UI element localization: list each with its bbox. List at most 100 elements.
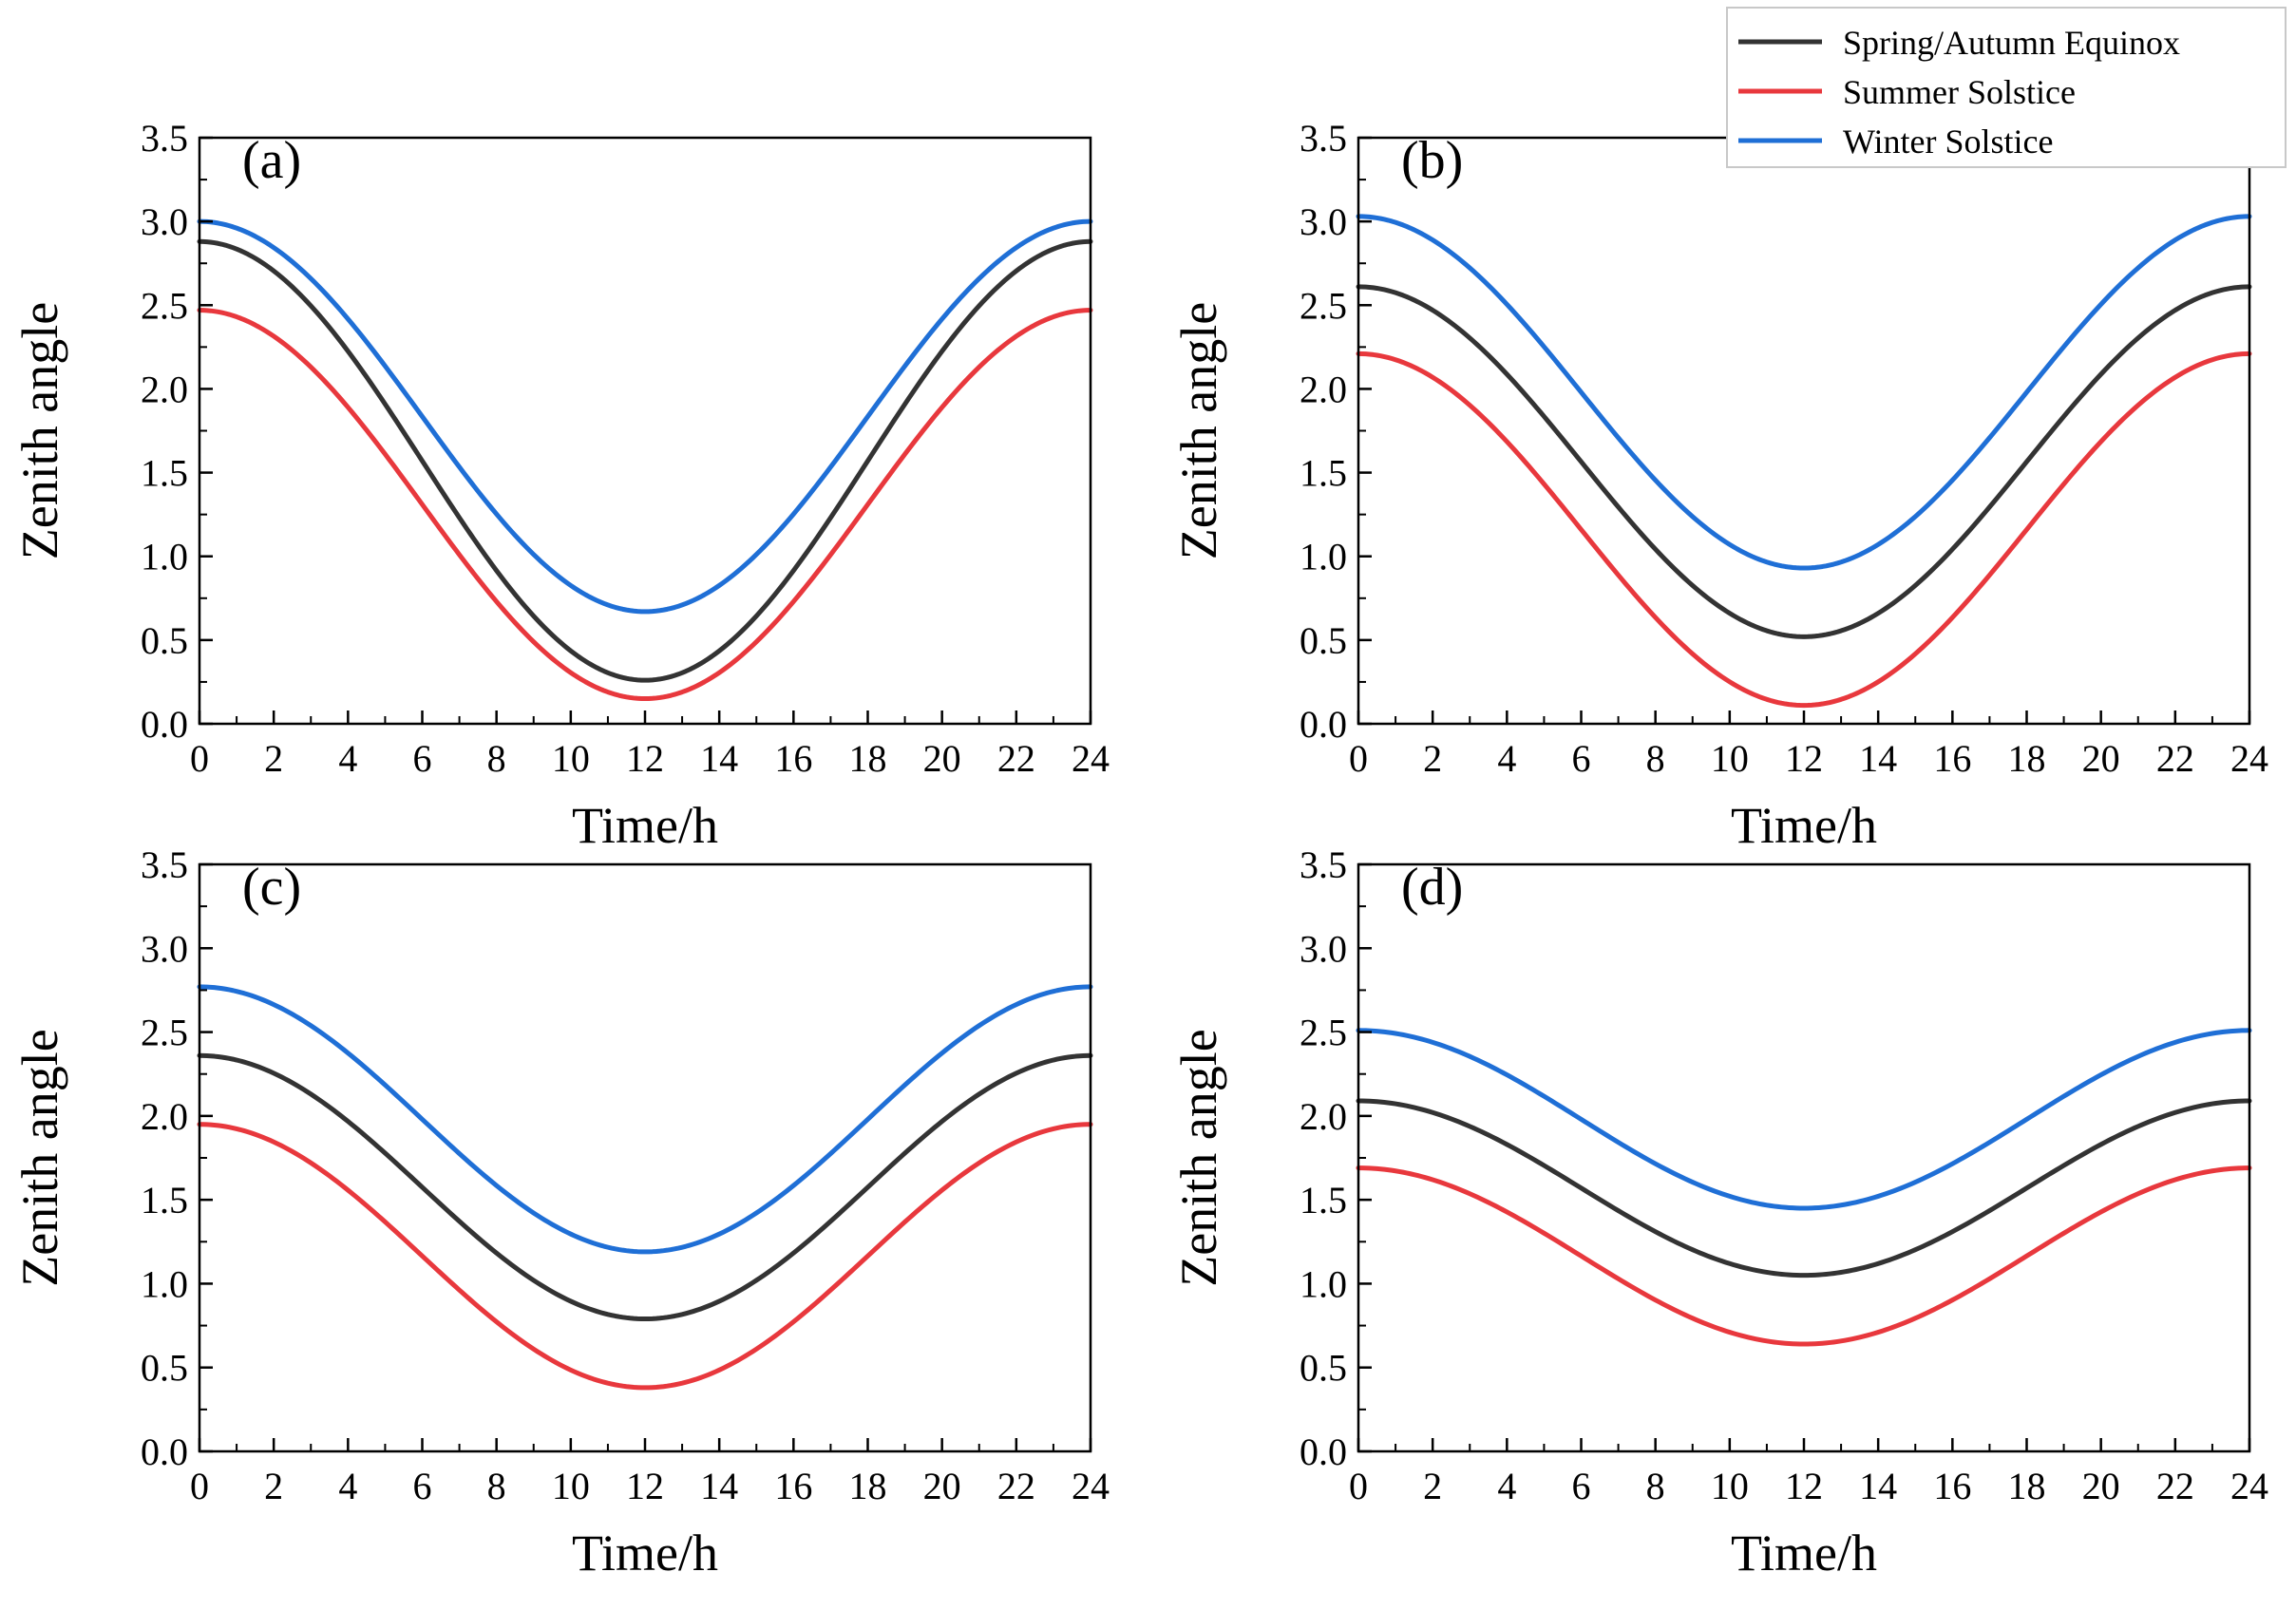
panel-b-line-winter (1356, 214, 2252, 571)
panel-b-label: (b) (1401, 131, 1463, 190)
panel-c-line-equinox (197, 1052, 1093, 1322)
panel-a-ytick-label: 2.0 (141, 368, 188, 410)
panel-b: 0 2 4 6 8 10 12 14 16 18 20 22 240.00.51.01.52.02.53… (1170, 117, 2268, 854)
panel-d-xtick-label: 20 (2082, 1465, 2120, 1507)
panel-c-xtick-label: 22 (997, 1465, 1035, 1507)
panel-a-xtick-label: 2 (264, 737, 283, 780)
panel-d-line-summer (1356, 1165, 2252, 1347)
panel-d-xtick-label: 12 (1785, 1465, 1823, 1507)
panel-c-ytick-label: 3.0 (141, 927, 188, 970)
panel-a-ytick-label: 3.0 (141, 200, 188, 243)
panel-b-ytick-label: 0.0 (1300, 703, 1347, 746)
panel-a-ytick-label: 1.5 (141, 452, 188, 495)
panel-d-ytick-label: 1.5 (1300, 1179, 1347, 1222)
legend-label-summer: Summer Solstice (1843, 73, 2076, 111)
panel-b-xtick-label: 20 (2082, 737, 2120, 780)
panel-b-ytick-label: 3.5 (1300, 117, 1347, 160)
panel-c-xtick-label: 4 (338, 1465, 357, 1507)
panel-c-line-winter (197, 984, 1093, 1255)
panel-b-xtick-label: 10 (1711, 737, 1749, 780)
panel-b-ytick-label: 3.0 (1300, 200, 1347, 243)
panel-c-ytick-label: 2.0 (141, 1095, 188, 1138)
panel-d-ytick-label: 2.5 (1300, 1012, 1347, 1054)
panel-d-ytick-label: 3.0 (1300, 927, 1347, 970)
panel-c-ytick-label: 0.0 (141, 1430, 188, 1473)
panel-a-xtick-label: 20 (923, 737, 961, 780)
panel-b-xtick-label: 4 (1497, 737, 1516, 780)
panel-d-xaxis-title: Time/h (1731, 1525, 1877, 1582)
panel-a-line-equinox (197, 238, 1093, 683)
panel-c-xtick-label: 10 (552, 1465, 590, 1507)
panel-b-xaxis-title: Time/h (1731, 797, 1877, 854)
panel-a-xtick-label: 8 (487, 737, 506, 780)
panel-a: 0 2 4 6 8 10 12 14 16 18 20 22 240.00.51.01.52.02.53… (11, 117, 1110, 854)
panel-d-xtick-label: 8 (1646, 1465, 1665, 1507)
panel-a-frame (198, 136, 1092, 726)
panel-b-ytick-label: 2.0 (1300, 368, 1347, 410)
panel-a-xtick-label: 4 (338, 737, 357, 780)
panel-a-ytick-label: 0.0 (141, 703, 188, 746)
panel-c-xaxis-title: Time/h (572, 1525, 718, 1582)
panel-a-xtick-label: 14 (700, 737, 738, 780)
panel-b-xtick-label: 0 (1349, 737, 1368, 780)
panel-a-xaxis-title: Time/h (572, 797, 718, 854)
panel-c-xtick-label: 8 (487, 1465, 506, 1507)
panel-d-xtick-label: 10 (1711, 1465, 1749, 1507)
panel-d-xtick-label: 14 (1859, 1465, 1897, 1507)
panel-a-xtick-label: 24 (1072, 737, 1110, 780)
panel-d-xtick-label: 18 (2008, 1465, 2046, 1507)
panel-d-line-winter (1356, 1028, 2252, 1211)
panel-c-ytick-label: 2.5 (141, 1012, 188, 1054)
panel-b-ytick-label: 0.5 (1300, 619, 1347, 662)
panel-c-xtick-label: 14 (700, 1465, 738, 1507)
panel-d: 0 2 4 6 8 10 12 14 16 18 20 22 240.00.51.01.52.02.53… (1170, 843, 2268, 1582)
panel-d-ytick-label: 3.5 (1300, 843, 1347, 886)
panel-a-xtick-label: 22 (997, 737, 1035, 780)
panel-a-line-summer (197, 308, 1093, 702)
panel-c-xtick-label: 12 (626, 1465, 664, 1507)
panel-b-yaxis-title: Zenith angle (1170, 302, 1227, 559)
panel-a-ytick-label: 0.5 (141, 619, 188, 662)
chart-panels: 0 2 4 6 8 10 12 14 16 18 20 22 240.00.51.01.52.02.53… (11, 117, 2268, 1582)
panel-a-xtick-label: 0 (190, 737, 209, 780)
panel-d-line-equinox (1356, 1098, 2252, 1279)
panel-b-xtick-label: 22 (2156, 737, 2194, 780)
panel-c: 0 2 4 6 8 10 12 14 16 18 20 22 240.00.51.01.52.02.53… (11, 843, 1110, 1582)
panel-b-xtick-label: 6 (1572, 737, 1591, 780)
panel-b-xtick-label: 2 (1423, 737, 1442, 780)
panel-d-ytick-label: 1.0 (1300, 1262, 1347, 1305)
panel-d-xtick-label: 24 (2230, 1465, 2268, 1507)
panel-b-xtick-label: 12 (1785, 737, 1823, 780)
panel-d-xtick-label: 22 (2156, 1465, 2194, 1507)
panel-a-xtick-label: 16 (774, 737, 812, 780)
panel-a-xtick-label: 6 (413, 737, 432, 780)
panel-c-xtick-label: 18 (849, 1465, 887, 1507)
panel-b-ytick-label: 1.0 (1300, 536, 1347, 578)
panel-d-ytick-label: 0.0 (1300, 1430, 1347, 1473)
panel-c-frame (198, 862, 1092, 1453)
panel-a-xtick-label: 12 (626, 737, 664, 780)
panel-d-xtick-label: 0 (1349, 1465, 1368, 1507)
panel-c-ytick-label: 1.5 (141, 1179, 188, 1222)
panel-b-ytick-label: 1.5 (1300, 452, 1347, 495)
panel-a-ytick-label: 1.0 (141, 536, 188, 578)
panel-b-xtick-label: 18 (2008, 737, 2046, 780)
panel-c-ytick-label: 1.0 (141, 1262, 188, 1305)
panel-c-line-summer (197, 1122, 1093, 1391)
panel-c-ytick-label: 0.5 (141, 1347, 188, 1390)
panel-a-label: (a) (242, 131, 301, 190)
panel-c-xtick-label: 20 (923, 1465, 961, 1507)
panel-c-xtick-label: 6 (413, 1465, 432, 1507)
panel-a-ytick-label: 2.5 (141, 284, 188, 327)
panel-c-ytick-label: 3.5 (141, 843, 188, 886)
panel-b-xtick-label: 16 (1933, 737, 1971, 780)
panel-c-label: (c) (242, 858, 301, 917)
panel-a-line-winter (197, 218, 1093, 615)
panel-b-xtick-label: 24 (2230, 737, 2268, 780)
panel-d-ytick-label: 2.0 (1300, 1095, 1347, 1138)
panel-a-xtick-label: 18 (849, 737, 887, 780)
panel-b-xtick-label: 14 (1859, 737, 1897, 780)
panel-b-ytick-label: 2.5 (1300, 284, 1347, 327)
panel-a-ytick-label: 3.5 (141, 117, 188, 160)
panel-d-yaxis-title: Zenith angle (1170, 1029, 1227, 1286)
